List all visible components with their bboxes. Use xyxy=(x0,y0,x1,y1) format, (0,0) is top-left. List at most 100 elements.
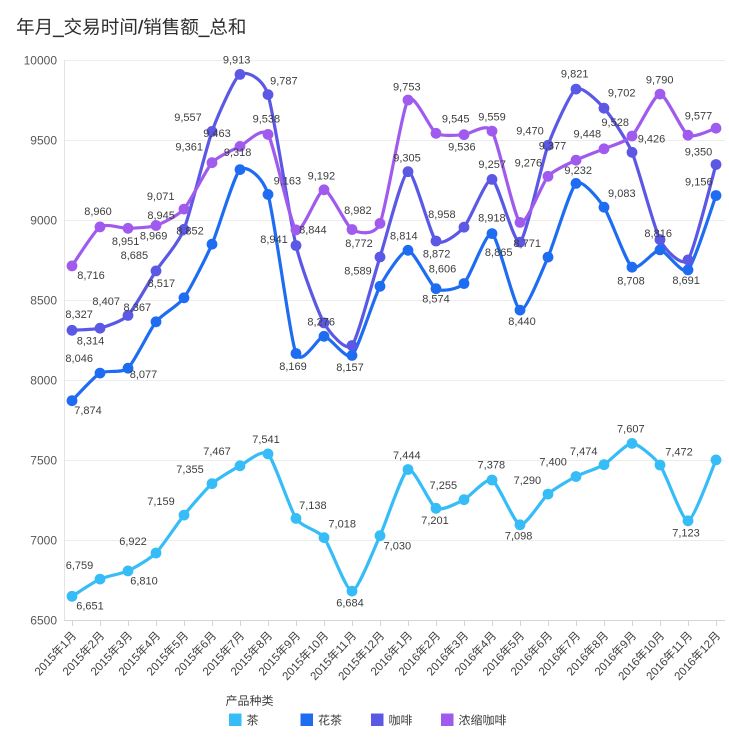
svg-text:8,716: 8,716 xyxy=(77,270,105,282)
svg-text:9,545: 9,545 xyxy=(442,114,470,126)
svg-text:9,276: 9,276 xyxy=(515,157,543,169)
svg-text:9,821: 9,821 xyxy=(561,68,589,80)
svg-text:9,528: 9,528 xyxy=(601,117,629,129)
svg-text:7,159: 7,159 xyxy=(147,496,175,508)
svg-text:9,787: 9,787 xyxy=(270,75,298,87)
svg-text:9,577: 9,577 xyxy=(685,111,713,123)
svg-text:7,201: 7,201 xyxy=(421,515,449,527)
svg-text:9,790: 9,790 xyxy=(646,75,674,87)
svg-text:6,922: 6,922 xyxy=(119,536,147,548)
svg-text:7,472: 7,472 xyxy=(665,446,693,458)
svg-text:7,467: 7,467 xyxy=(203,446,231,458)
svg-text:11: 11 xyxy=(334,639,351,656)
svg-text:9,377: 9,377 xyxy=(539,140,567,152)
svg-text:9500: 9500 xyxy=(30,134,57,148)
svg-text:8,771: 8,771 xyxy=(513,238,541,250)
svg-text:7500: 7500 xyxy=(30,454,57,468)
svg-text:8,708: 8,708 xyxy=(617,276,645,288)
svg-text:7,138: 7,138 xyxy=(299,500,327,512)
svg-text:8,314: 8,314 xyxy=(77,336,105,348)
svg-text:7000: 7000 xyxy=(30,534,57,548)
svg-text:8,918: 8,918 xyxy=(478,213,506,225)
svg-text:9,350: 9,350 xyxy=(685,146,713,158)
svg-text:9,536: 9,536 xyxy=(448,142,476,154)
svg-text:9,559: 9,559 xyxy=(478,111,506,123)
svg-text:7,400: 7,400 xyxy=(539,457,567,469)
svg-text:9,557: 9,557 xyxy=(174,112,202,124)
svg-text:/: / xyxy=(138,17,144,38)
svg-text:9,305: 9,305 xyxy=(393,152,421,164)
svg-text:8,941: 8,941 xyxy=(260,234,288,246)
svg-text:9,192: 9,192 xyxy=(308,171,336,183)
svg-text:7,378: 7,378 xyxy=(478,460,506,472)
svg-text:8,969: 8,969 xyxy=(140,231,168,243)
svg-text:8,157: 8,157 xyxy=(336,362,364,374)
svg-text:7,098: 7,098 xyxy=(505,531,533,543)
svg-text:11: 11 xyxy=(670,639,687,656)
svg-text:9,538: 9,538 xyxy=(253,113,281,125)
svg-text:6,684: 6,684 xyxy=(336,598,364,610)
svg-text:9,913: 9,913 xyxy=(223,55,251,67)
svg-text:9,463: 9,463 xyxy=(203,128,231,140)
svg-text:8,685: 8,685 xyxy=(121,250,149,262)
svg-text:9000: 9000 xyxy=(30,214,57,228)
svg-text:9,470: 9,470 xyxy=(516,126,544,138)
svg-text:6,810: 6,810 xyxy=(130,575,158,587)
svg-text:8,865: 8,865 xyxy=(485,247,513,259)
svg-text:8,772: 8,772 xyxy=(345,238,373,250)
svg-text:6500: 6500 xyxy=(30,614,57,628)
svg-text:9,163: 9,163 xyxy=(274,176,302,188)
svg-text:9,071: 9,071 xyxy=(147,191,175,203)
svg-text:8,574: 8,574 xyxy=(422,294,450,306)
svg-text:_: _ xyxy=(198,17,210,39)
svg-text:9,361: 9,361 xyxy=(175,141,203,153)
svg-text:9,702: 9,702 xyxy=(608,88,636,100)
svg-text:8,844: 8,844 xyxy=(299,225,327,237)
svg-text:9,083: 9,083 xyxy=(608,188,636,200)
svg-text:8,440: 8,440 xyxy=(508,316,536,328)
svg-text:9,156: 9,156 xyxy=(685,176,713,188)
svg-text:8,691: 8,691 xyxy=(672,275,700,287)
svg-text:8,407: 8,407 xyxy=(92,296,120,308)
svg-text:6,759: 6,759 xyxy=(66,560,94,572)
svg-text:8,077: 8,077 xyxy=(130,369,158,381)
svg-text:7,874: 7,874 xyxy=(74,405,102,417)
svg-text:8,960: 8,960 xyxy=(84,206,112,218)
svg-text:8500: 8500 xyxy=(30,294,57,308)
svg-text:8,046: 8,046 xyxy=(65,353,93,365)
svg-text:8,814: 8,814 xyxy=(390,231,418,243)
svg-text:8000: 8000 xyxy=(30,374,57,388)
svg-text:8,327: 8,327 xyxy=(65,309,93,321)
svg-text:7,607: 7,607 xyxy=(617,424,645,436)
svg-text:7,255: 7,255 xyxy=(430,480,458,492)
svg-text:8,945: 8,945 xyxy=(147,210,175,222)
svg-text:8,982: 8,982 xyxy=(344,205,372,217)
svg-text:9,257: 9,257 xyxy=(478,159,506,171)
svg-text:7,541: 7,541 xyxy=(252,434,280,446)
svg-text:_: _ xyxy=(52,17,64,39)
svg-text:9,753: 9,753 xyxy=(393,82,421,94)
svg-text:8,589: 8,589 xyxy=(344,265,372,277)
svg-text:10000: 10000 xyxy=(24,54,58,68)
svg-text:8,517: 8,517 xyxy=(148,278,176,290)
svg-text:8,276: 8,276 xyxy=(307,316,335,328)
svg-text:8,872: 8,872 xyxy=(423,248,451,260)
svg-text:9,426: 9,426 xyxy=(638,133,666,145)
svg-text:8,367: 8,367 xyxy=(124,302,152,314)
svg-text:7,444: 7,444 xyxy=(393,450,421,462)
svg-text:8,951: 8,951 xyxy=(112,236,140,248)
svg-text:8,958: 8,958 xyxy=(428,209,456,221)
svg-text:7,123: 7,123 xyxy=(672,527,700,539)
svg-text:8,852: 8,852 xyxy=(176,226,204,238)
svg-text:8,169: 8,169 xyxy=(279,361,307,373)
svg-text:8,606: 8,606 xyxy=(429,263,457,275)
svg-text:9,448: 9,448 xyxy=(574,128,602,140)
svg-text:7,018: 7,018 xyxy=(328,519,356,531)
svg-text:7,355: 7,355 xyxy=(176,464,204,476)
svg-text:9,232: 9,232 xyxy=(564,165,592,177)
svg-text:7,474: 7,474 xyxy=(570,446,598,458)
svg-text:6,651: 6,651 xyxy=(76,601,104,613)
svg-text:9,318: 9,318 xyxy=(224,147,252,159)
svg-text:7,290: 7,290 xyxy=(514,475,542,487)
svg-text:8,816: 8,816 xyxy=(644,228,672,240)
